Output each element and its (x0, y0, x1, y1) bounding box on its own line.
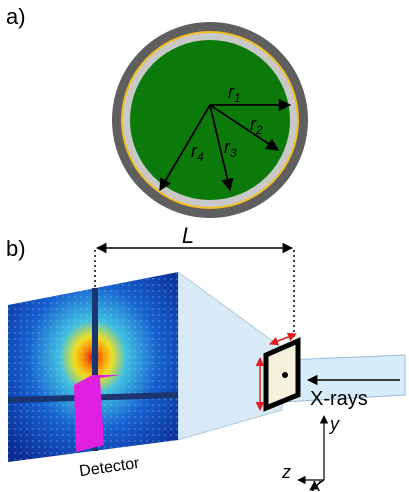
layered-disk (112, 22, 308, 218)
axis-label: x (311, 475, 322, 492)
axis-label: z (281, 462, 291, 482)
figure: a) r1 r2 r3 r4 b) L Detector (0, 0, 409, 492)
panel-label: a) (6, 4, 26, 29)
beam-label: X-rays (310, 388, 368, 410)
detector-label: Detector (78, 455, 141, 480)
distance-label: L (182, 223, 194, 248)
axis-label: y (328, 414, 340, 434)
detector (8, 272, 178, 462)
panel-label: b) (6, 236, 26, 261)
